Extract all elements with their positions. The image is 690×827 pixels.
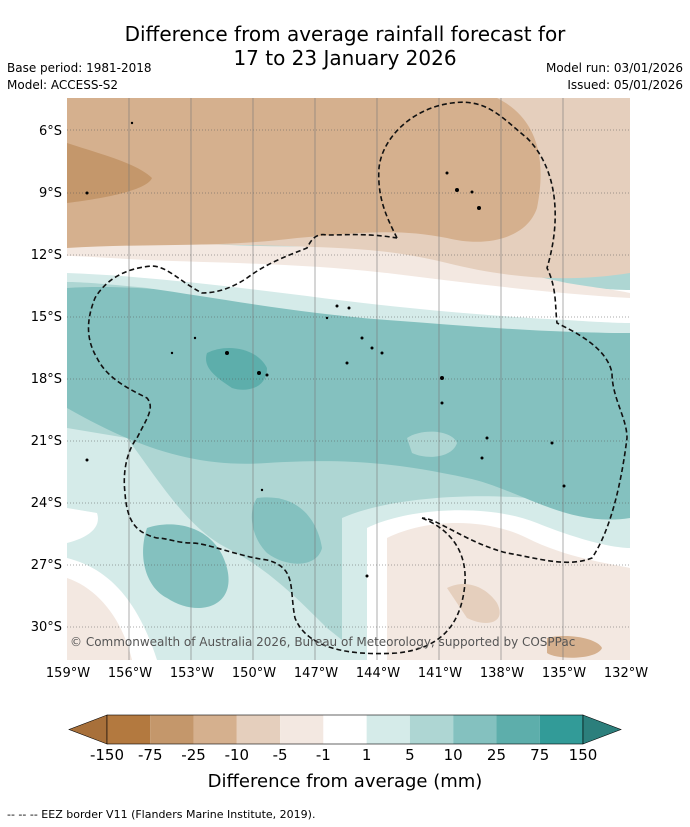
colorbar-tick-label: 75 xyxy=(530,746,550,764)
zone-dry-southeast-blob xyxy=(447,583,500,623)
lat-label-9s: 9°S xyxy=(38,186,62,201)
zone-1-5-equator xyxy=(67,273,630,333)
colorbar-tick-label: -1 xyxy=(315,746,331,764)
eez-legend: -- -- -- EEZ border V11 (Flanders Marine… xyxy=(7,808,316,821)
colorbar-tick-label: 10 xyxy=(443,746,463,764)
lat-label-21s: 21°S xyxy=(30,434,62,449)
colorbar-segment xyxy=(496,715,540,744)
model-run: Model run: 03/01/2026 xyxy=(545,61,683,75)
zone-25-75 xyxy=(67,287,630,520)
issued-date: Issued: 05/01/2026 xyxy=(567,78,683,92)
colorbar-arrow-low xyxy=(68,714,108,745)
meta-right: Model run: 03/01/2026 Issued: 05/01/2026 xyxy=(546,60,683,94)
lat-label-27s: 27°S xyxy=(30,558,62,573)
zone-75-150 xyxy=(206,348,267,390)
colorbar-segment xyxy=(409,715,454,744)
zone-neutral-equator xyxy=(67,248,630,333)
colorbar-segment xyxy=(366,715,410,744)
lon-label-153w: 153°W xyxy=(169,666,215,681)
colorbar-segment xyxy=(107,715,151,744)
colorbar-tick-label: 5 xyxy=(405,746,415,764)
lon-label-150w: 150°W xyxy=(231,666,277,681)
lat-label-12s: 12°S xyxy=(30,248,62,263)
lon-label-156w: 156°W xyxy=(107,666,153,681)
colorbar-tick-label: -75 xyxy=(138,746,163,764)
zone-dry-southeast-blob-2 xyxy=(547,636,602,658)
lon-label-132w: 132°W xyxy=(603,666,649,681)
model-name: Model: ACCESS-S2 xyxy=(7,78,119,92)
colorbar-tick-label: -5 xyxy=(272,746,288,764)
colorbar-tick-label: -10 xyxy=(224,746,250,764)
lat-label-18s: 18°S xyxy=(30,372,62,387)
colorbar-segment xyxy=(236,715,281,744)
colorbar-segments xyxy=(68,714,622,745)
colorbar-tick-label: 150 xyxy=(568,746,598,764)
title-line-2: 17 to 23 January 2026 xyxy=(233,46,457,70)
zone-dry-75-25 xyxy=(67,143,152,203)
colorbar-tick-label: 1 xyxy=(361,746,372,764)
colorbar-segment xyxy=(150,715,194,744)
zone-dry-5-1 xyxy=(67,238,630,298)
meta-left: Base period: 1981-2018 Model: ACCESS-S2 xyxy=(7,60,152,94)
lon-label-141w: 141°W xyxy=(417,666,463,681)
base-period: Base period: 1981-2018 xyxy=(7,61,152,75)
zone-dry-southeast xyxy=(387,523,630,660)
colorbar-label: Difference from average (mm) xyxy=(207,771,483,792)
rainfall-map xyxy=(67,98,630,660)
colorbar-arrow-high xyxy=(582,714,622,745)
colorbar-tick-label: 25 xyxy=(486,746,506,764)
colorbar-segment xyxy=(193,715,237,744)
lat-label-15s: 15°S xyxy=(30,310,62,325)
zone-dry-25-10 xyxy=(67,98,541,248)
lon-label-147w: 147°W xyxy=(293,666,339,681)
islands xyxy=(85,121,566,578)
lat-label-30s: 30°S xyxy=(30,620,62,635)
lat-label-6s: 6°S xyxy=(38,124,62,139)
colorbar xyxy=(68,714,622,745)
eez-borders xyxy=(87,101,628,655)
lon-label-135w: 135°W xyxy=(541,666,587,681)
lon-label-159w: 159°W xyxy=(45,666,91,681)
copyright-notice: © Commonwealth of Australia 2026, Bureau… xyxy=(70,635,576,649)
gridlines xyxy=(67,129,630,628)
colorbar-segment xyxy=(280,715,324,744)
zone-dry-southwest xyxy=(67,578,132,660)
zone-neutral-southwest xyxy=(67,508,98,543)
colorbar-segment xyxy=(539,715,583,744)
meridians xyxy=(128,98,564,660)
zone-light-inner xyxy=(407,431,457,457)
colorbar-segment xyxy=(323,715,367,744)
lon-label-138w: 138°W xyxy=(479,666,525,681)
zone-25-75-south xyxy=(143,524,229,608)
colorbar-tick-label: -25 xyxy=(181,746,206,764)
title: Difference from average rainfall forecas… xyxy=(0,22,690,70)
title-line-1: Difference from average rainfall forecas… xyxy=(124,22,566,46)
colorbar-segment xyxy=(453,715,497,744)
lat-label-24s: 24°S xyxy=(30,496,62,511)
colorbar-tick-label: -150 xyxy=(89,746,125,764)
map-svg xyxy=(67,98,630,660)
lon-label-144w: 144°W xyxy=(355,666,401,681)
zone-25-75-south-2 xyxy=(251,497,322,564)
